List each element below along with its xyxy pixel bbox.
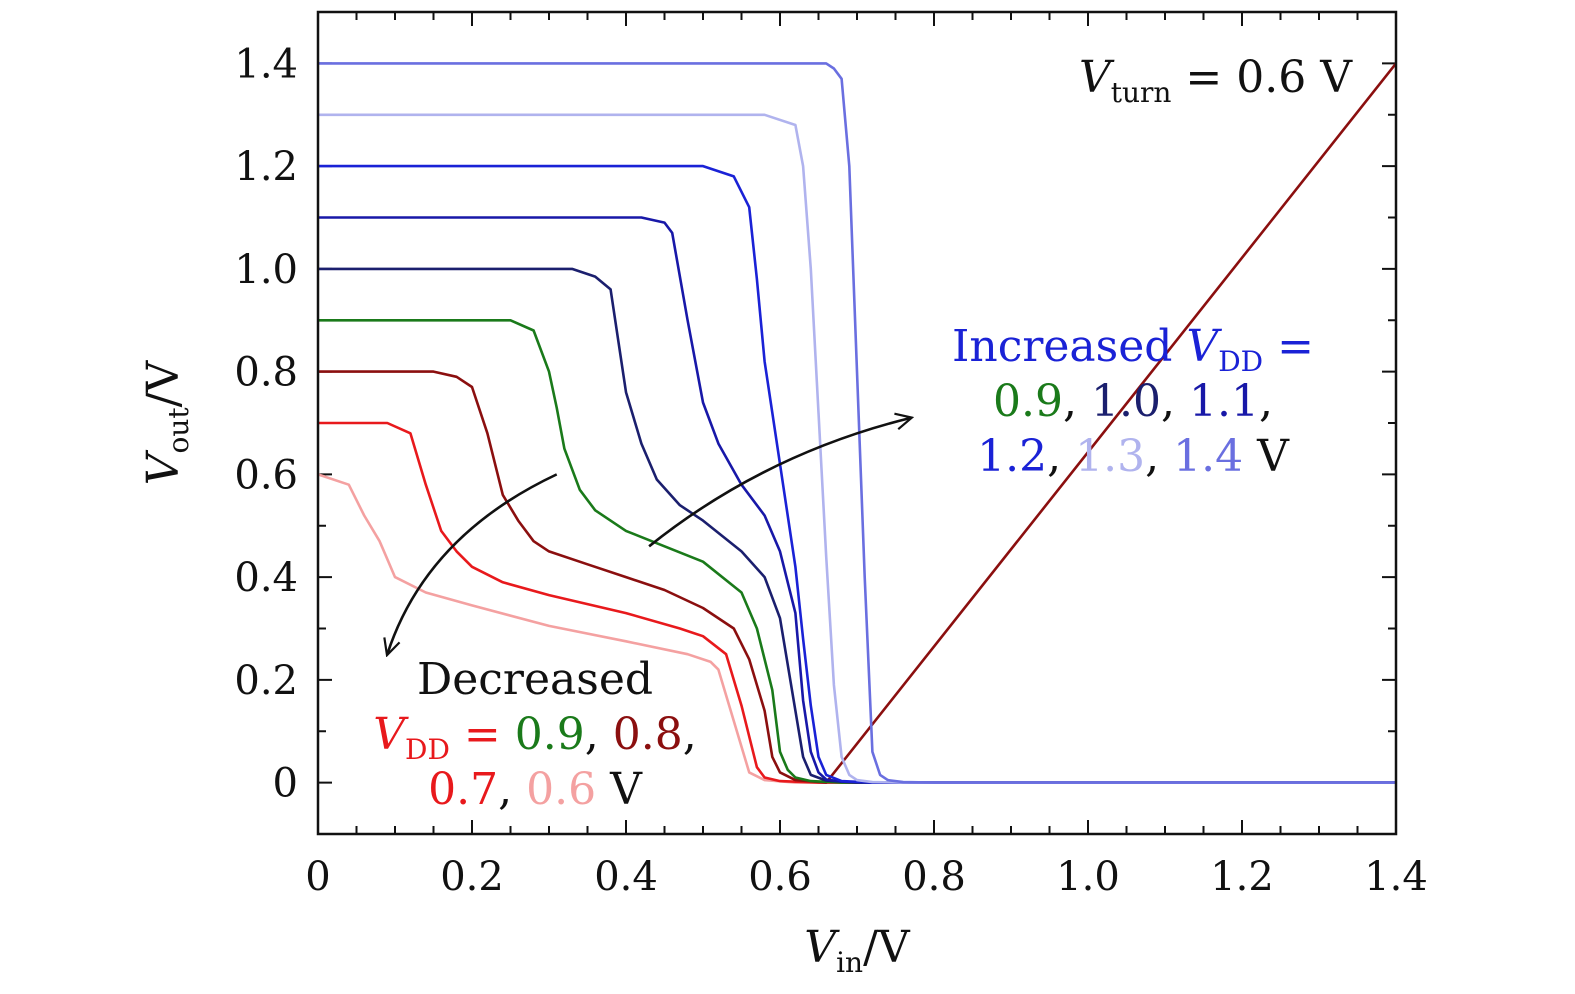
vturn-annotation: Vturn = 0.6 V xyxy=(1079,52,1353,109)
y-axis-label: Vout/V xyxy=(138,360,195,486)
x-tick-label: 0.8 xyxy=(902,854,966,900)
series-line-7 xyxy=(318,164,1396,784)
y-tick-label: 1.0 xyxy=(234,247,298,293)
plot-frame xyxy=(316,10,1398,836)
increased-line-3-part-3: , xyxy=(1145,431,1173,482)
increased-line-2-part-1: , xyxy=(1063,376,1091,427)
increased-line-2-part-0: 0.9 xyxy=(993,376,1063,427)
decreased-line-2-part-2: 0.8 xyxy=(613,709,683,760)
series-line-1 xyxy=(318,473,1396,784)
y-tick-label: 0 xyxy=(273,761,298,807)
x-tick-labels: 0 0.2 0.4 0.6 0.8 1.0 1.2 1.4 xyxy=(305,854,1428,900)
increased-line-3-part-0: 1.2 xyxy=(977,431,1047,482)
decreased-line-3-part-1: , xyxy=(498,764,526,815)
arrow-layer xyxy=(387,418,911,654)
y-tick-label: 0.6 xyxy=(234,452,298,498)
decreased-line-2: VDD = 0.9, 0.8, xyxy=(373,709,696,766)
increased-line-3-part-2: 1.3 xyxy=(1075,431,1145,482)
decreased-line-3: 0.7, 0.6 V xyxy=(428,764,643,815)
increased-line-3-part-1: , xyxy=(1047,431,1075,482)
y-tick-label: 1.4 xyxy=(234,41,298,87)
y-tick-labels: 0 0.2 0.4 0.6 0.8 1.0 1.2 1.4 xyxy=(234,41,298,806)
x-tick-label: 0.4 xyxy=(594,854,658,900)
increased-line-2-part-4: 1.1 xyxy=(1189,376,1259,427)
y-tick-label: 0.4 xyxy=(234,555,298,601)
increased-line-2-part-2: 1.0 xyxy=(1091,376,1161,427)
series-line-2 xyxy=(318,421,1396,784)
decreased-line-2-part-3: , xyxy=(683,709,697,760)
increased-line-2-part-5: , xyxy=(1259,376,1273,427)
x-tick-label: 0.2 xyxy=(440,854,504,900)
decreased-line-3-part-3: V xyxy=(596,764,643,815)
x-tick-label: 0 xyxy=(305,854,330,900)
decreased-line-3-part-0: 0.7 xyxy=(428,764,498,815)
y-tick-label: 0.8 xyxy=(234,350,298,396)
series-line-4 xyxy=(318,318,1396,784)
x-tick-label: 1.4 xyxy=(1364,854,1428,900)
series-line-3 xyxy=(318,62,1396,784)
increased-line-2: 0.9, 1.0, 1.1, xyxy=(993,376,1273,427)
y-tick-label: 1.2 xyxy=(234,144,298,190)
increased-line-3-part-4: 1.4 xyxy=(1173,431,1243,482)
increased-line-1: Increased VDD = xyxy=(952,321,1314,378)
arrow-increase xyxy=(648,418,911,548)
x-tick-label: 0.6 xyxy=(748,854,812,900)
series-line-9 xyxy=(318,62,1396,784)
decreased-line-3-part-2: 0.6 xyxy=(526,764,596,815)
x-tick-label: 1.2 xyxy=(1210,854,1274,900)
x-axis-label: Vin/V xyxy=(804,922,911,979)
increased-line-3: 1.2, 1.3, 1.4 V xyxy=(977,431,1290,482)
x-tick-label: 1.0 xyxy=(1056,854,1120,900)
series-line-6 xyxy=(318,216,1396,784)
increased-line-3-part-5: V xyxy=(1243,431,1290,482)
series-line-5 xyxy=(318,267,1396,784)
decreased-line-1: Decreased xyxy=(417,654,653,705)
series-line-8 xyxy=(318,113,1396,784)
series-layer xyxy=(318,62,1396,784)
decreased-line-2-part-1: , xyxy=(585,709,613,760)
decreased-line-2-part-0: 0.9 xyxy=(515,709,585,760)
increased-line-2-part-3: , xyxy=(1161,376,1189,427)
arrow-decrease xyxy=(387,473,558,654)
y-tick-label: 0.2 xyxy=(234,658,298,704)
